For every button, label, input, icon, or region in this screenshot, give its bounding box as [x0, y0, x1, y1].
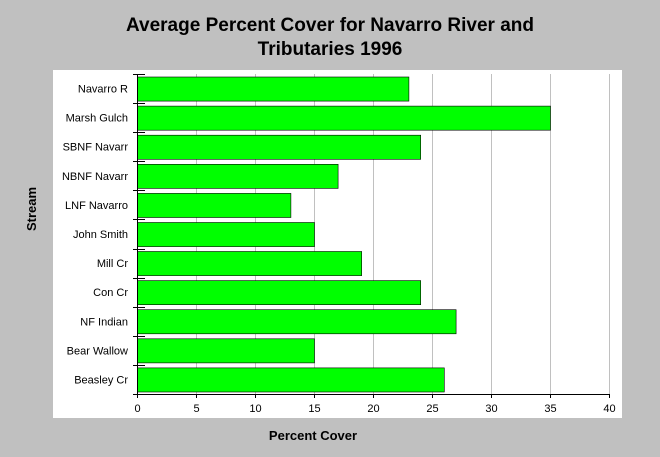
- bar-navarro-r: [137, 76, 410, 102]
- category-label: NF Indian: [80, 316, 128, 328]
- bar-john-smith: [137, 222, 315, 247]
- category-label: SBNF Navarr: [63, 142, 129, 154]
- chart-title-line-1: Average Percent Cover for Navarro River …: [126, 15, 534, 36]
- category-label: LNF Navarro: [65, 200, 128, 212]
- x-axis-label: Percent Cover: [269, 428, 357, 443]
- x-tick-label: 25: [426, 403, 438, 415]
- bar-lnf-navarro: [137, 193, 292, 218]
- x-tick-label: 20: [367, 403, 379, 415]
- y-ticks: Navarro R Marsh Gulch SBNF Navarr NBNF Nava…: [62, 74, 145, 395]
- x-tick-label: 35: [544, 403, 556, 415]
- bar-nbnf-navarr: [137, 164, 339, 189]
- category-label: Con Cr: [93, 287, 128, 299]
- x-tick-label: 40: [603, 403, 615, 415]
- y-axis-label: Stream: [24, 187, 39, 231]
- chart-title: Average Percent Cover for Navarro River …: [80, 14, 580, 62]
- bar-beasley-cr: [137, 367, 445, 393]
- x-tick-label: 10: [249, 403, 261, 415]
- x-tick-label: 15: [308, 403, 320, 415]
- category-label: Mill Cr: [97, 258, 128, 270]
- bar-con-cr: [137, 280, 422, 306]
- x-tick-label: 30: [485, 403, 497, 415]
- chart-title-line-2: Tributaries 1996: [257, 39, 403, 60]
- bar-bear-wallow: [137, 338, 315, 364]
- category-label: Marsh Gulch: [66, 113, 128, 125]
- category-label: Navarro R: [78, 84, 128, 96]
- bars: [137, 76, 551, 393]
- bar-sbnf-navarr: [137, 134, 422, 160]
- category-label: John Smith: [73, 229, 128, 241]
- bar-nf-indian: [137, 309, 457, 335]
- x-tick-label: 5: [193, 403, 199, 415]
- x-ticks: 0 5 10 15 20 25 30 35 40: [134, 394, 616, 415]
- category-label: Beasley Cr: [74, 375, 128, 387]
- category-label: NBNF Navarr: [62, 171, 128, 183]
- category-label: Bear Wallow: [67, 345, 128, 357]
- x-tick-label: 0: [134, 403, 140, 415]
- bar-marsh-gulch: [137, 105, 551, 131]
- bar-mill-cr: [137, 251, 362, 276]
